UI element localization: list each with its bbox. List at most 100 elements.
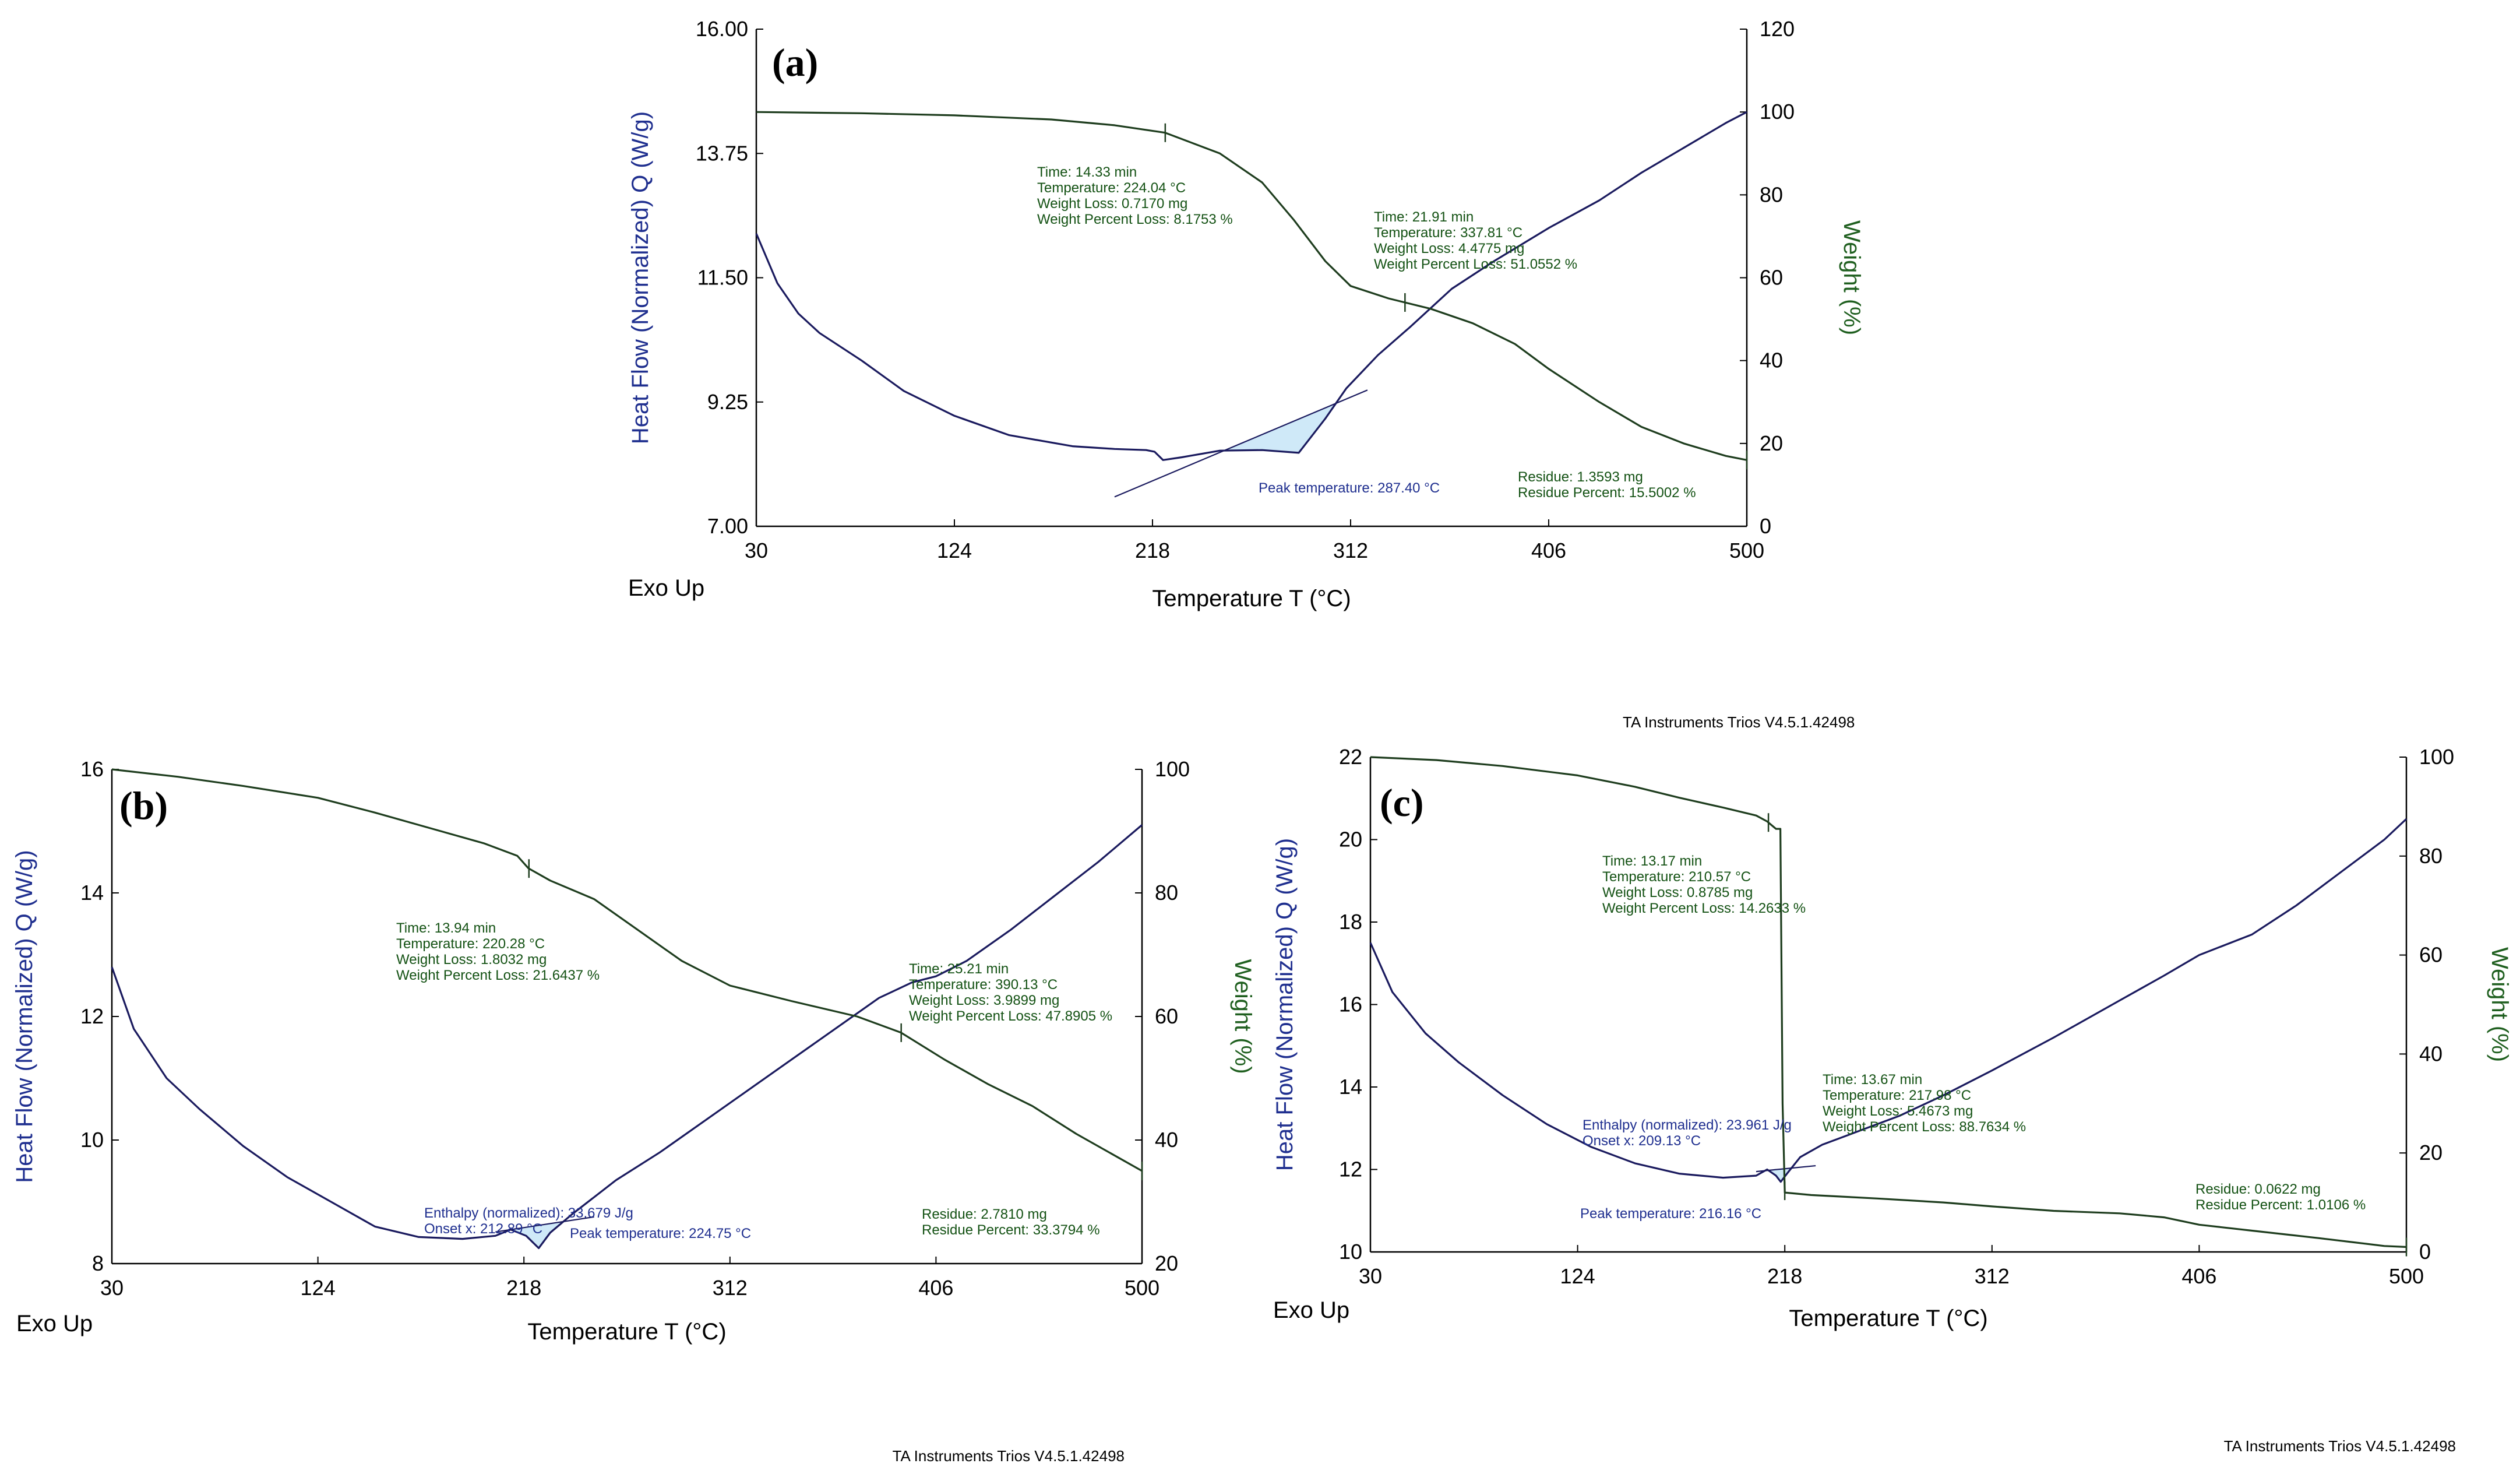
y-left-tick-label: 12: [80, 1004, 104, 1028]
annotation-line: Weight Loss: 0.7170 mg: [1037, 196, 1187, 212]
y-right-tick-label: 40: [1155, 1128, 1178, 1152]
y-right-tick-label: 0: [2419, 1240, 2431, 1264]
chart-panel-b: 30 124 218 312 406 500 8 10 12 14 16 20 40 60 80 100 (b)…: [12, 757, 1256, 1465]
x-tick-label: 30: [1359, 1264, 1382, 1288]
annotation-line: Enthalpy (normalized): 33.679 J/g: [424, 1205, 633, 1221]
annotation-line: Peak temperature: 224.75 °C: [570, 1226, 751, 1241]
annotation-line: Weight Percent Loss: 8.1753 %: [1037, 212, 1233, 227]
annotation-line: Residue Percent: 33.3794 %: [922, 1222, 1100, 1238]
y-right-axis-label: Weight (%): [1230, 959, 1256, 1074]
annotation-line: Residue Percent: 15.5002 %: [1518, 485, 1696, 501]
y-right-tick-label: 80: [2419, 844, 2443, 868]
annotation-line: Weight Percent Loss: 14.2633 %: [1602, 900, 1806, 916]
y-right-tick-label: 120: [1760, 17, 1795, 41]
annotation-block: Time: 21.91 min Temperature: 337.81 °C Wei…: [1374, 209, 1577, 272]
y-right-tick-label: 80: [1760, 182, 1783, 206]
annotation-block: Enthalpy (normalized): 23.961 J/g Onset x…: [1583, 1117, 1792, 1149]
y-left-tick-label: 16.00: [696, 17, 748, 41]
annotation-line: Temperature: 390.13 °C: [909, 977, 1058, 993]
y-right-tick-label: 100: [2419, 745, 2454, 769]
x-axis-label: Temperature T (°C): [1789, 1306, 1987, 1331]
heat-flow-series: [1369, 818, 2408, 1183]
heat-flow-series: [755, 111, 1747, 461]
y-right-tick-label: 60: [1155, 1004, 1178, 1028]
x-tick-label: 312: [1333, 539, 1368, 562]
y-right-tick-label: 80: [1155, 881, 1178, 905]
y-right-tick-label: 40: [2419, 1042, 2443, 1065]
annotation-block: Time: 25.21 min Temperature: 390.13 °C Wei…: [909, 961, 1112, 1024]
y-right-tick-label: 20: [1760, 431, 1783, 455]
y-left-tick-label: 20: [1339, 828, 1362, 852]
annotation-block: Time: 13.67 min Temperature: 217.98 °C Wei…: [1823, 1072, 2026, 1135]
y-left-tick-label: 10: [1339, 1240, 1362, 1264]
annotation-line: Weight Loss: 0.8785 mg: [1602, 885, 1753, 900]
panel-label: (c): [1380, 780, 1423, 825]
y-left-tick-label: 13.75: [696, 141, 748, 165]
annotation-line: Weight Loss: 4.4775 mg: [1374, 241, 1524, 256]
annotation-line: Time: 14.33 min: [1037, 164, 1137, 180]
software-header: TA Instruments Trios V4.5.1.42498: [1623, 713, 1855, 731]
annotation-line: Residue: 0.0622 mg: [2195, 1181, 2321, 1197]
annotation-line: Time: 13.67 min: [1823, 1072, 1922, 1088]
y-right-tick-label: 0: [1760, 514, 1771, 538]
annotation-line: Temperature: 220.28 °C: [396, 936, 545, 952]
y-left-tick-label: 22: [1339, 745, 1362, 769]
annotation-block: Residue: 1.3593 mg Residue Percent: 15.50…: [1518, 469, 1696, 501]
x-tick-label: 500: [1125, 1276, 1159, 1300]
panel-label: (a): [772, 40, 818, 85]
y-right-axis-label: Weight (%): [1839, 220, 1865, 335]
weight-series: [1370, 756, 2407, 1248]
x-axis-label: Temperature T (°C): [1152, 586, 1351, 611]
x-tick-label: 406: [2181, 1264, 2216, 1288]
exo-up-label: Exo Up: [628, 575, 704, 601]
chart-panel-a: 30 124 218 312 406 500 7.00 9.25 11.50 13.75 16.00…: [628, 17, 1865, 611]
y-left-tick-label: 7.00: [707, 514, 748, 538]
y-left-axis-label: Heat Flow (Normalized) Q (W/g): [12, 850, 37, 1183]
annotation-line: Weight Percent Loss: 51.0552 %: [1374, 256, 1577, 272]
annotation-block: Time: 14.33 min Temperature: 224.04 °C Wei…: [1037, 164, 1233, 227]
annotation-line: Time: 13.17 min: [1602, 853, 1702, 869]
annotation-block: Time: 13.17 min Temperature: 210.57 °C Wei…: [1602, 853, 1806, 916]
weight-series: [756, 111, 1747, 461]
annotation-line: Time: 21.91 min: [1374, 209, 1474, 225]
annotation-line: Weight Loss: 3.9899 mg: [909, 993, 1059, 1008]
annotation-line: Temperature: 217.98 °C: [1823, 1088, 1971, 1103]
annotation-block: Peak temperature: 224.75 °C: [570, 1226, 751, 1241]
y-left-tick-label: 9.25: [707, 390, 748, 414]
annotation-line: Temperature: 210.57 °C: [1602, 869, 1751, 885]
y-right-tick-label: 20: [1155, 1251, 1178, 1275]
y-right-tick-label: 20: [2419, 1141, 2443, 1165]
annotation-block: Residue: 2.7810 mg Residue Percent: 33.37…: [922, 1206, 1100, 1238]
annotation-line: Residue: 2.7810 mg: [922, 1206, 1047, 1222]
x-tick-label: 500: [1729, 539, 1764, 562]
annotation-block: Peak temperature: 287.40 °C: [1259, 480, 1440, 496]
x-tick-label: 218: [506, 1276, 541, 1300]
software-footer: TA Instruments Trios V4.5.1.42498: [2224, 1437, 2456, 1455]
y-right-axis-label: Weight (%): [2487, 947, 2512, 1062]
annotation-line: Onset x: 209.13 °C: [1583, 1133, 1701, 1149]
y-left-tick-label: 16: [1339, 993, 1362, 1016]
y-left-axis-label: Heat Flow (Normalized) Q (W/g): [1272, 838, 1298, 1171]
y-left-axis-label: Heat Flow (Normalized) Q (W/g): [628, 111, 653, 444]
x-tick-label: 312: [713, 1276, 748, 1300]
annotation-block: Time: 13.94 min Temperature: 220.28 °C Wei…: [396, 920, 600, 983]
x-tick-label: 312: [1975, 1264, 2010, 1288]
annotation-line: Weight Percent Loss: 88.7634 %: [1823, 1119, 2026, 1135]
x-axis-label: Temperature T (°C): [527, 1319, 726, 1345]
annotation-line: Weight Loss: 1.8032 mg: [396, 952, 547, 968]
panel-label: (b): [119, 783, 168, 828]
annotation-line: Peak temperature: 216.16 °C: [1580, 1206, 1761, 1222]
exo-up-label: Exo Up: [1273, 1297, 1349, 1323]
annotation-line: Weight Loss: 5.4673 mg: [1823, 1103, 1973, 1119]
x-tick-label: 124: [1560, 1264, 1595, 1288]
annotation-line: Onset x: 212.89 °C: [424, 1221, 542, 1237]
y-left-tick-label: 10: [80, 1128, 104, 1152]
annotation-block: Residue: 0.0622 mg Residue Percent: 1.010…: [2195, 1181, 2366, 1213]
annotation-line: Temperature: 337.81 °C: [1374, 225, 1522, 241]
y-left-tick-label: 16: [80, 757, 104, 781]
annotation-line: Residue: 1.3593 mg: [1518, 469, 1643, 485]
y-left-tick-label: 14: [1339, 1075, 1362, 1099]
x-tick-label: 406: [1531, 539, 1566, 562]
weight-series: [111, 768, 1143, 1172]
